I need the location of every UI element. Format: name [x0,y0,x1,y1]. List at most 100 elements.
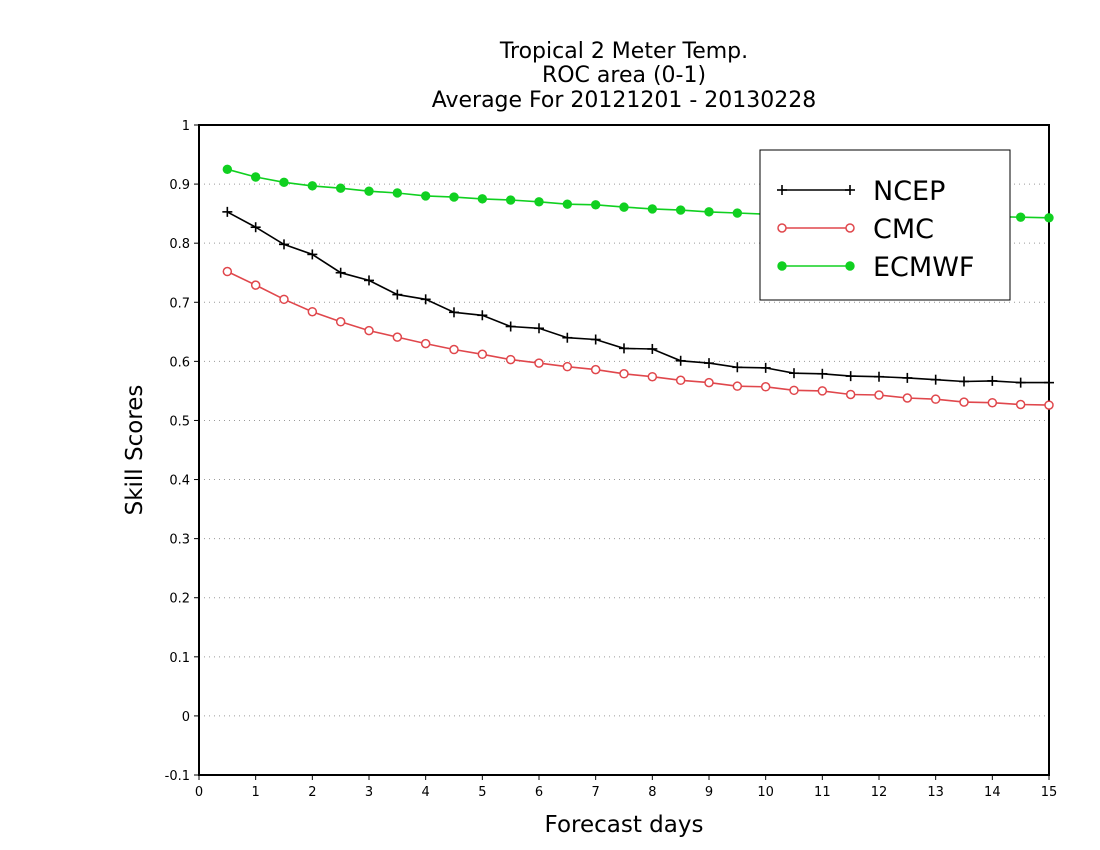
data-point-ncep [817,368,828,379]
y-tick-label: 0.4 [169,474,190,489]
data-point-cmc [760,382,771,392]
data-point-ecmwf [222,164,233,175]
data-point-ecmwf [732,208,743,218]
data-point-cmc [704,377,714,388]
data-point-cmc [477,349,488,360]
data-point-ecmwf [392,188,403,198]
y-tick-label: 0.5 [169,414,190,429]
legend-label-ecmwf: ECMWF [873,252,974,283]
data-point-ecmwf [590,200,601,210]
legend-marker-ncep [845,185,855,195]
data-point-cmc [902,393,913,403]
data-point-cmc [789,385,799,396]
legend-marker-cmc [845,223,855,233]
data-point-cmc [619,369,629,379]
y-tick-label: 0.7 [169,296,190,311]
legend-marker-ecmwf [845,261,855,271]
data-point-cmc [335,317,346,327]
series-lines [222,164,1054,410]
data-point-cmc [1044,400,1054,410]
data-point-ncep [675,355,686,366]
data-point-cmc [959,397,969,407]
data-point-cmc [307,306,318,317]
data-point-ecmwf [477,194,488,204]
legend-label-cmc: CMC [873,214,934,245]
data-point-ecmwf [1044,213,1054,223]
data-point-cmc [392,332,403,342]
legend-item-ecmwf: ECMWF [777,252,974,283]
data-point-ncep [392,289,403,300]
data-point-ncep [505,321,516,332]
data-point-ncep [760,362,771,373]
data-point-cmc [449,344,459,355]
data-point-cmc [534,358,544,368]
x-tick-label: 12 [871,785,888,800]
data-point-ecmwf [619,202,629,212]
data-point-ecmwf [250,172,261,182]
data-point-ncep [477,310,488,321]
legend-marker-cmc [777,223,787,233]
legend-marker-ecmwf [777,261,787,271]
data-point-ecmwf [505,195,516,205]
chart-title: Tropical 2 Meter Temp. ROC area (0-1) Av… [432,39,817,113]
data-point-ecmwf [449,192,459,202]
y-tick-label: 0.2 [169,592,190,607]
data-point-ncep [930,374,941,385]
data-point-cmc [817,386,828,396]
x-tick-label: 0 [195,785,203,800]
data-point-ecmwf [364,186,374,196]
x-tick-label: 10 [757,785,774,800]
data-point-ncep [987,375,998,386]
data-point-cmc [250,280,261,290]
legend-item-cmc: CMC [777,214,934,245]
x-tick-label: 6 [535,785,543,800]
data-point-ncep [1015,377,1026,388]
data-point-ecmwf [675,205,686,215]
data-point-cmc [874,390,884,400]
data-point-ecmwf [534,197,544,207]
y-tick-label: 0.6 [169,355,190,370]
x-tick-label: 11 [814,785,831,800]
legend-box [759,149,1011,301]
x-tick-label: 8 [648,785,656,800]
chart-title-line-3: Average For 20121201 - 20130228 [432,88,817,113]
data-point-ncep [590,334,601,345]
legend-marker-ncep [777,185,787,195]
x-tick-label: 1 [252,785,260,800]
y-tick-label: 0 [182,710,190,725]
x-tick-label: 2 [308,785,316,800]
x-tick-label: 15 [1041,785,1058,800]
y-tick-label: -0.1 [165,769,190,784]
data-point-ecmwf [279,177,289,188]
data-point-cmc [987,397,998,408]
x-tick-label: 13 [927,785,944,800]
legend: NCEP CMC ECMWF [759,149,1011,301]
data-point-cmc [279,294,289,305]
data-point-ncep [364,275,374,286]
x-axis-label: Forecast days [545,812,704,838]
data-point-ncep [647,343,658,354]
data-point-cmc [505,354,516,365]
data-point-ncep [874,371,884,382]
y-tick-label: 0.1 [169,651,190,666]
data-point-cmc [562,361,573,372]
data-point-ncep [902,372,913,383]
data-point-cmc [1015,399,1026,410]
x-tick-label: 4 [422,785,430,800]
data-point-cmc [420,338,431,349]
data-point-cmc [590,364,601,375]
chart-title-line-2: ROC area (0-1) [542,63,706,88]
x-tick-label: 5 [478,785,486,800]
data-point-ncep [1044,377,1054,388]
x-tick-label: 7 [592,785,600,800]
data-point-ecmwf [562,199,573,209]
data-point-cmc [364,325,374,336]
series-ncep [222,206,1054,388]
data-point-cmc [845,389,856,400]
data-point-ecmwf [420,191,431,201]
series-cmc [222,266,1054,410]
data-point-ncep [534,323,544,334]
data-point-ncep [279,239,289,250]
y-tick-label: 0.8 [169,237,190,252]
